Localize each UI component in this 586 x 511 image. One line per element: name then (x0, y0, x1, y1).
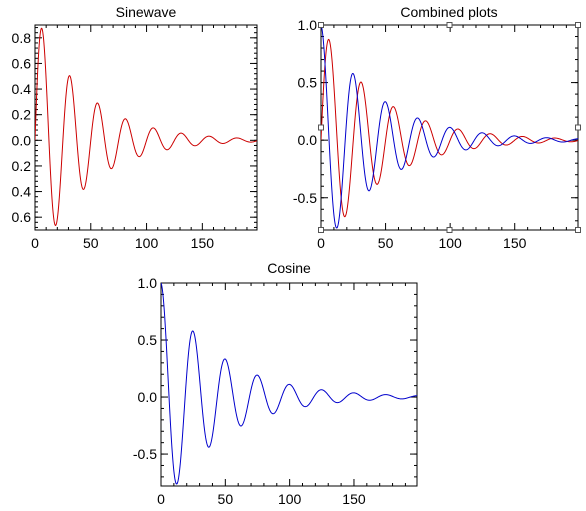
combined-axes: 0 50 100 150 -0.5 0.0 0.5 1.0 (293, 17, 579, 251)
sinewave-xtick-label-1: 50 (83, 235, 99, 251)
combined-panel: Combined plots 0 50 100 150 -0.5 0.0 0.5 1.0 (293, 4, 581, 251)
combined-ytick-label-3: 1.0 (298, 17, 318, 33)
sinewave-series-group (35, 27, 257, 226)
combined-ytick-label-1: 0.0 (298, 132, 318, 148)
cosine-title: Cosine (267, 260, 311, 276)
cosine-ytick-label-2: 0.5 (138, 332, 158, 348)
sinewave-axes: 0 50 100 150 0.6 0.4 0.2 0.0 0.2 0.4 0.6 0.8 (12, 24, 258, 251)
combined-ytick-label-2: 0.5 (298, 75, 318, 91)
sinewave-xtick-label-3: 150 (191, 235, 215, 251)
combined-xtick-label-1: 50 (378, 235, 394, 251)
resize-handle-bottom-left[interactable] (318, 227, 324, 233)
resize-handle-top-left[interactable] (318, 22, 324, 28)
sinewave-ytick-label-1: 0.4 (12, 184, 32, 200)
combined-title: Combined plots (400, 4, 497, 20)
cosine-ytick-label-0: -0.5 (133, 446, 157, 462)
resize-handle-top-center[interactable] (446, 22, 453, 28)
cosine-ytick-label-1: 0.0 (138, 389, 158, 405)
combined-xtick-label-0: 0 (317, 235, 325, 251)
sinewave-ytick-label-7: 0.8 (12, 30, 32, 46)
resize-handle-bottom-center[interactable] (446, 227, 453, 233)
combined-ytick-label-0: -0.5 (293, 190, 317, 206)
sinewave-xtick-label-2: 100 (135, 235, 159, 251)
sinewave-xtick-label-0: 0 (31, 235, 39, 251)
cosine-xtick-label-1: 50 (218, 491, 234, 507)
resize-handle-bottom-right[interactable] (575, 227, 581, 233)
sinewave-ytick-label-3: 0.0 (12, 132, 32, 148)
resize-handle-middle-right[interactable] (575, 124, 581, 131)
resize-handle-middle-left[interactable] (318, 124, 324, 131)
cosine-axes: 0 50 100 150 -0.5 0.0 0.5 1.0 (133, 275, 418, 507)
sinewave-ytick-label-2: 0.2 (12, 158, 32, 174)
sinewave-ytick-label-5: 0.4 (12, 81, 32, 97)
sinewave-ytick-label-6: 0.6 (12, 55, 32, 71)
cosine-xtick-label-2: 100 (278, 491, 302, 507)
combined-series-line-1 (321, 25, 578, 229)
combined-series-group (321, 25, 578, 229)
cosine-xtick-label-3: 150 (342, 491, 366, 507)
sinewave-panel: Sinewave 0 50 100 1500.60.40.20.00.20.40.60… (12, 4, 258, 251)
sinewave-title: Sinewave (116, 4, 177, 20)
sinewave-ytick-label-0: 0.6 (12, 209, 32, 225)
cosine-plot-frame (160, 282, 418, 487)
resize-handle-top-right[interactable] (575, 22, 581, 28)
combined-xtick-label-2: 100 (438, 235, 462, 251)
sinewave-series-line-0 (35, 27, 257, 226)
cosine-xtick-label-0: 0 (157, 491, 165, 507)
sinewave-plot-frame (34, 24, 258, 231)
sinewave-ytick-label-4: 0.2 (12, 107, 32, 123)
cosine-series-group (161, 283, 417, 485)
cosine-ytick-label-3: 1.0 (138, 275, 158, 291)
cosine-series-line-0 (161, 283, 417, 485)
combined-series-line-0 (321, 38, 578, 218)
combined-xtick-label-3: 150 (503, 235, 527, 251)
selection-handles[interactable] (318, 22, 581, 233)
cosine-panel: Cosine 0 50 100 150 -0.5 0.0 0.5 1.0 (133, 260, 418, 507)
